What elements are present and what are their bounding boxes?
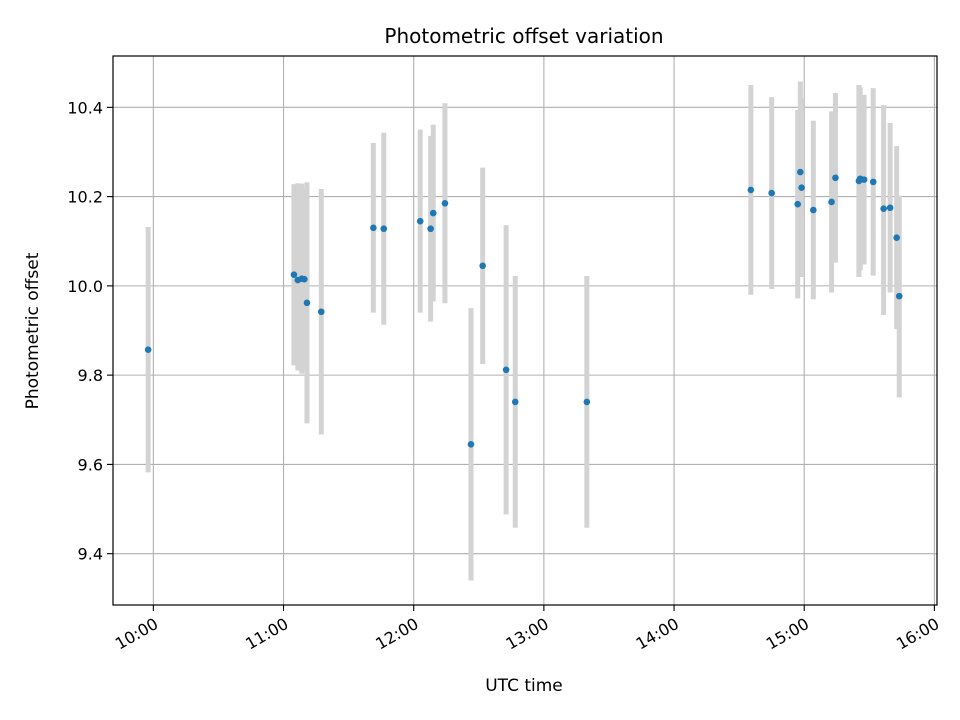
y-axis-ticks: 9.4 9.6 9.8 10.0 10.2 10.4 [67, 98, 113, 564]
y-axis-title: Photometric offset [23, 252, 43, 409]
data-point [794, 200, 802, 208]
data-point [893, 234, 900, 241]
data-point [583, 398, 591, 406]
data-point [747, 186, 755, 194]
data-point [303, 299, 311, 307]
y-tick-label: 9.8 [78, 366, 103, 385]
data-point [832, 174, 839, 182]
data-point [502, 366, 510, 374]
data-points [144, 168, 903, 448]
data-point [290, 271, 298, 279]
data-point [768, 189, 775, 197]
x-axis-title: UTC time [485, 676, 563, 696]
data-point [798, 184, 805, 191]
y-tick-label: 10.0 [67, 277, 103, 296]
data-point [144, 346, 152, 353]
chart-title: Photometric offset variation [384, 24, 663, 48]
data-point [479, 262, 486, 270]
data-point [869, 178, 877, 186]
data-point [880, 205, 887, 212]
data-point [810, 206, 817, 214]
data-point [427, 225, 434, 233]
y-tick-label: 10.2 [67, 188, 103, 207]
data-point [860, 176, 868, 183]
y-tick-label: 10.4 [67, 98, 103, 117]
data-point [467, 441, 475, 448]
data-point [380, 225, 388, 233]
data-point [317, 308, 325, 316]
data-point [828, 198, 835, 206]
data-point [886, 204, 894, 212]
data-point [301, 275, 308, 283]
y-tick-label: 9.6 [78, 455, 103, 474]
data-point [895, 292, 903, 300]
data-point [511, 398, 519, 406]
data-point [416, 217, 424, 225]
data-point [441, 199, 449, 207]
data-point [429, 209, 437, 217]
data-point [370, 224, 377, 232]
plot-frame [112, 55, 938, 606]
data-point [797, 168, 804, 176]
y-tick-label: 9.4 [78, 545, 103, 564]
